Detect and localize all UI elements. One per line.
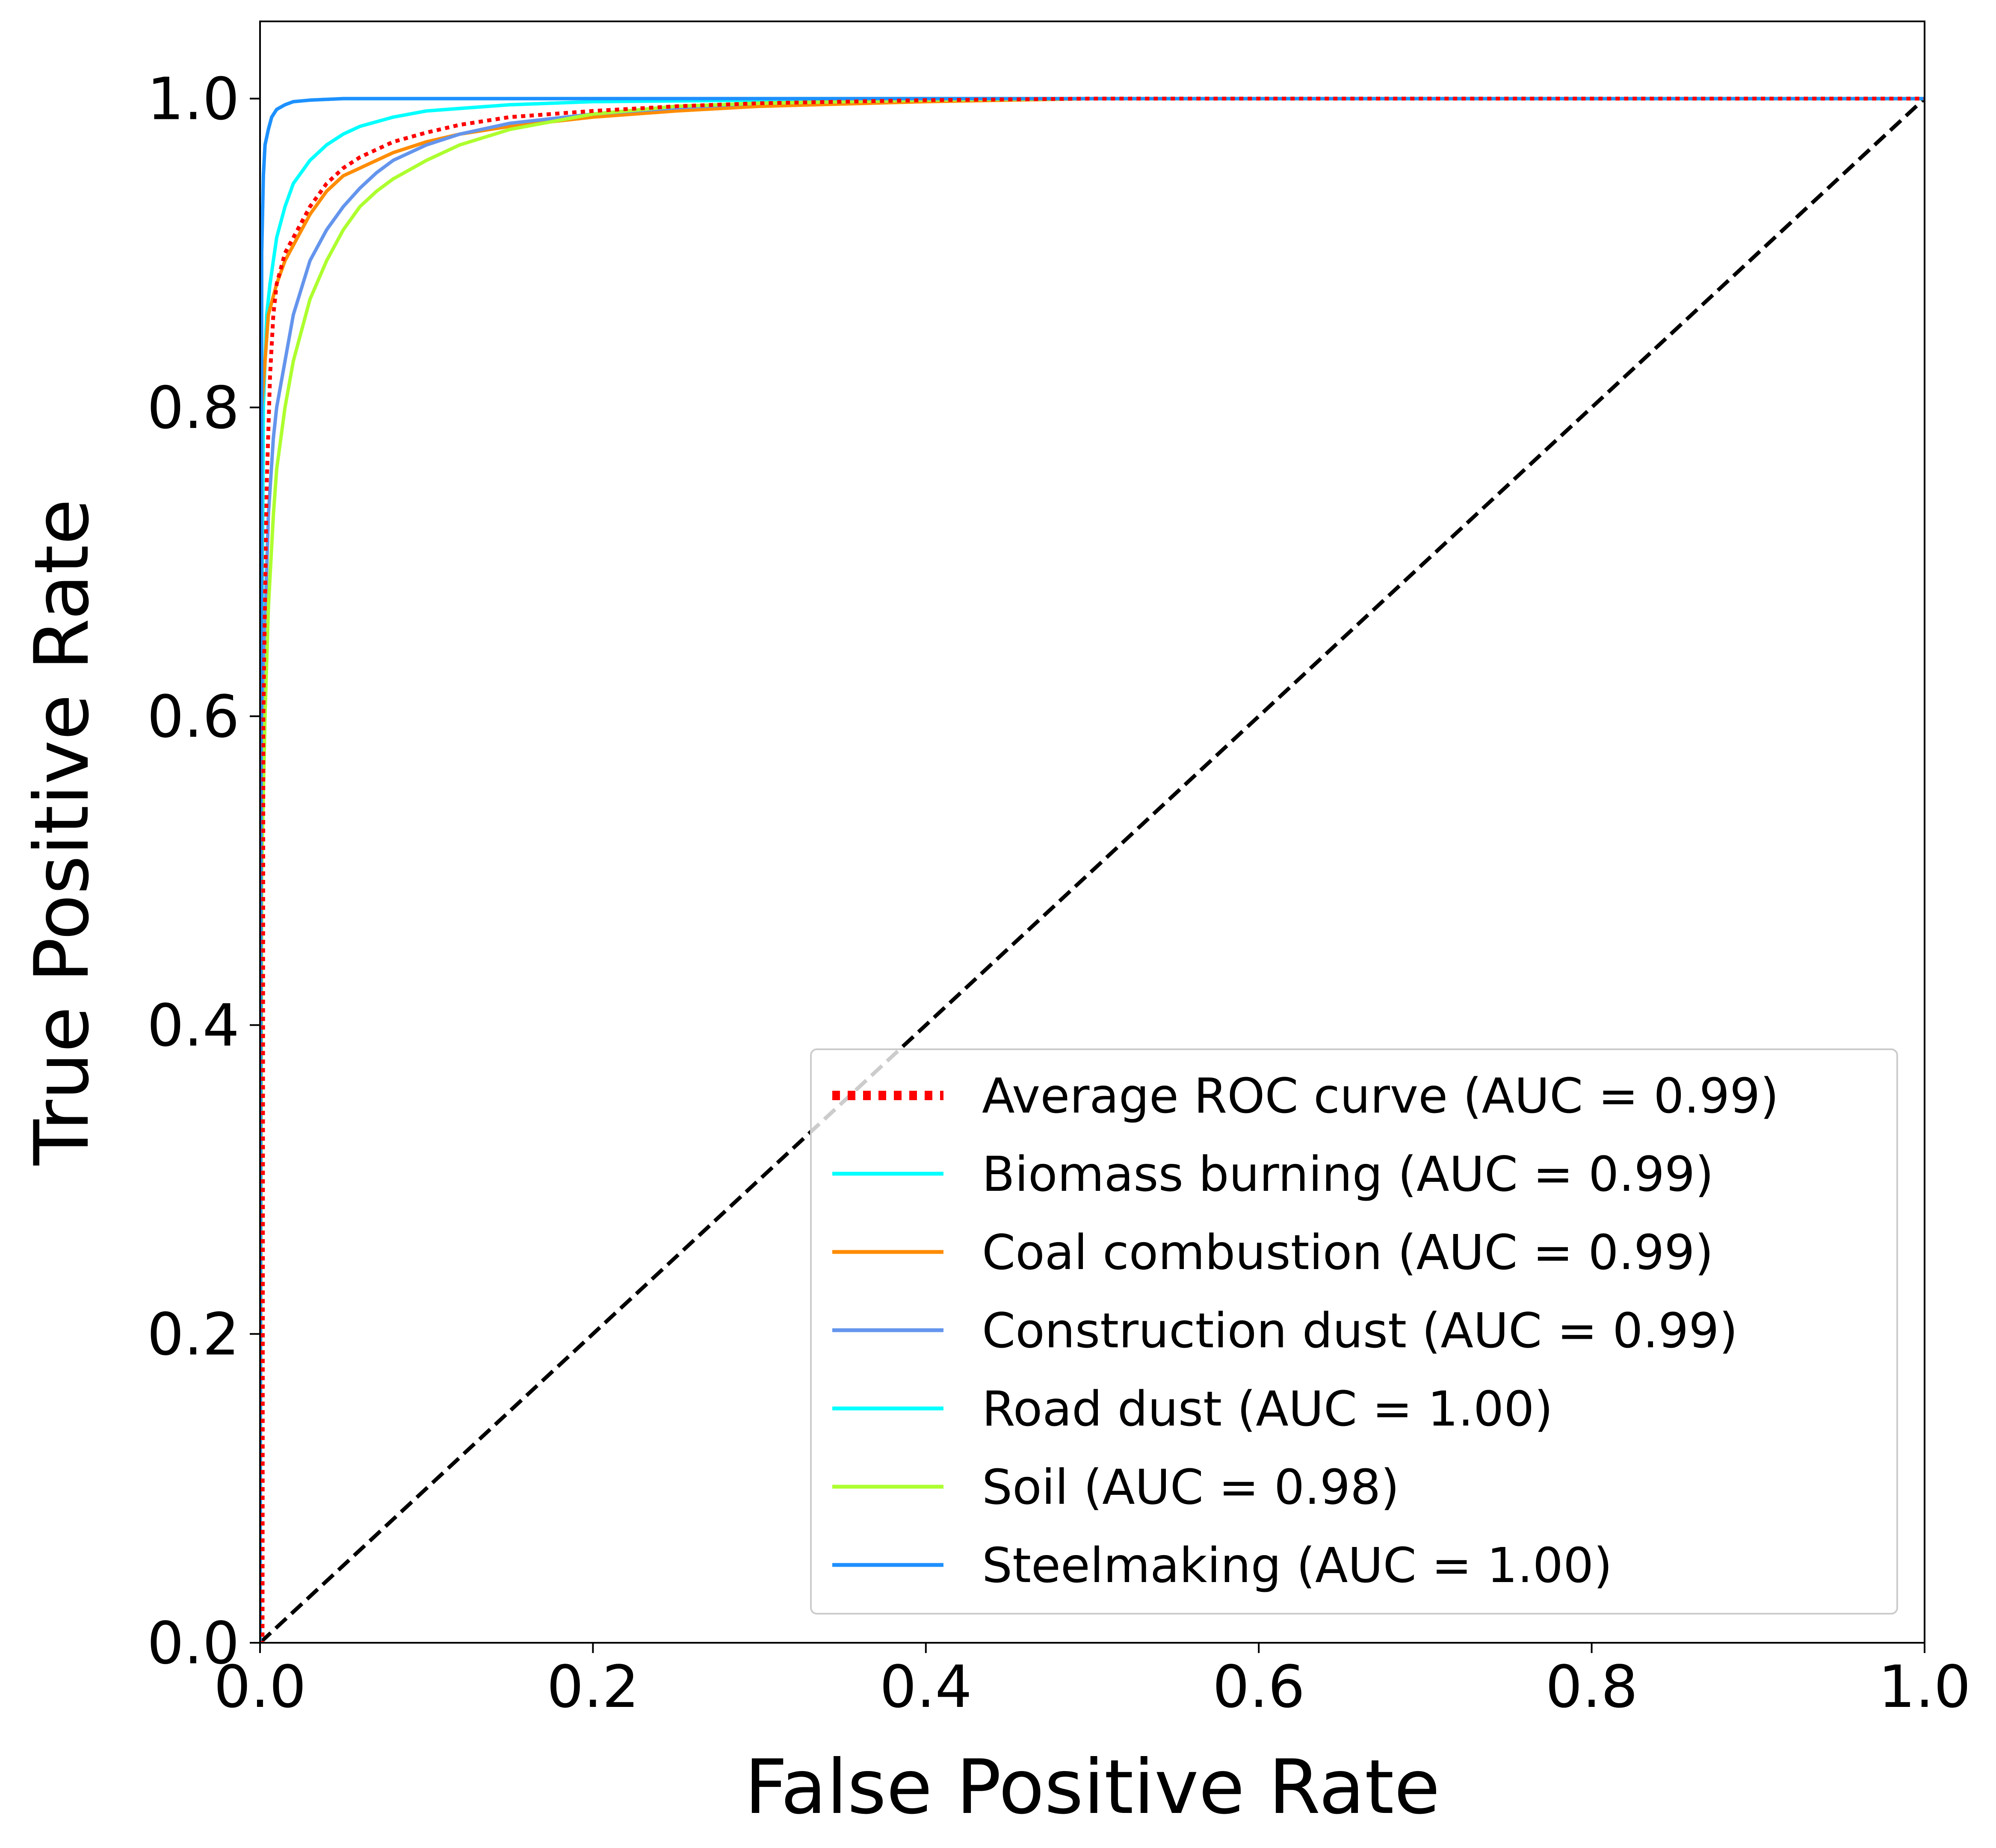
legend-label: Road dust (AUC = 1.00) xyxy=(982,1382,1553,1437)
legend-label: Construction dust (AUC = 0.99) xyxy=(982,1303,1738,1359)
legend: Average ROC curve (AUC = 0.99) Biomass bu… xyxy=(810,1048,1898,1615)
series-line-2 xyxy=(260,97,1925,1643)
x-axis-title: False Positive Rate xyxy=(745,1744,1440,1831)
legend-label: Steelmaking (AUC = 1.00) xyxy=(982,1538,1612,1594)
y-tick-label: 0.8 xyxy=(147,375,240,442)
series-line-0 xyxy=(260,97,1925,1643)
y-tick-label: 1.0 xyxy=(147,66,240,133)
x-tick-label: 1.0 xyxy=(1878,1653,1971,1721)
legend-box xyxy=(810,1048,1898,1615)
y-tick-label: 0.4 xyxy=(147,992,240,1060)
y-tick-label: 0.0 xyxy=(147,1610,240,1677)
y-tick-label: 0.6 xyxy=(147,683,240,751)
series-line-6 xyxy=(260,97,1925,1643)
y-axis-ticks: 0.0 0.2 0.4 0.6 0.8 1.0 xyxy=(147,66,260,1677)
x-axis-ticks: 0.0 0.2 0.4 0.6 0.8 1.0 xyxy=(214,1643,1971,1721)
x-tick-label: 0.2 xyxy=(547,1653,639,1721)
legend-label: Soil (AUC = 0.98) xyxy=(982,1460,1399,1515)
x-tick-label: 0.6 xyxy=(1212,1653,1305,1721)
x-tick-label: 0.0 xyxy=(214,1653,306,1721)
y-tick-label: 0.2 xyxy=(147,1301,240,1369)
chance-diagonal-line xyxy=(260,97,1925,1643)
legend-label: Biomass burning (AUC = 0.99) xyxy=(982,1147,1714,1202)
legend-label: Average ROC curve (AUC = 0.99) xyxy=(982,1069,1779,1124)
legend-label: Coal combustion (AUC = 0.99) xyxy=(982,1225,1713,1281)
plot-frame xyxy=(259,21,1925,1644)
y-axis-title: True Positive Rate xyxy=(19,499,106,1166)
x-tick-label: 0.4 xyxy=(880,1653,972,1721)
x-tick-label: 0.8 xyxy=(1545,1653,1638,1721)
legend-items: Average ROC curve (AUC = 0.99) Biomass bu… xyxy=(832,1069,1779,1594)
series-layer xyxy=(260,97,1925,1643)
